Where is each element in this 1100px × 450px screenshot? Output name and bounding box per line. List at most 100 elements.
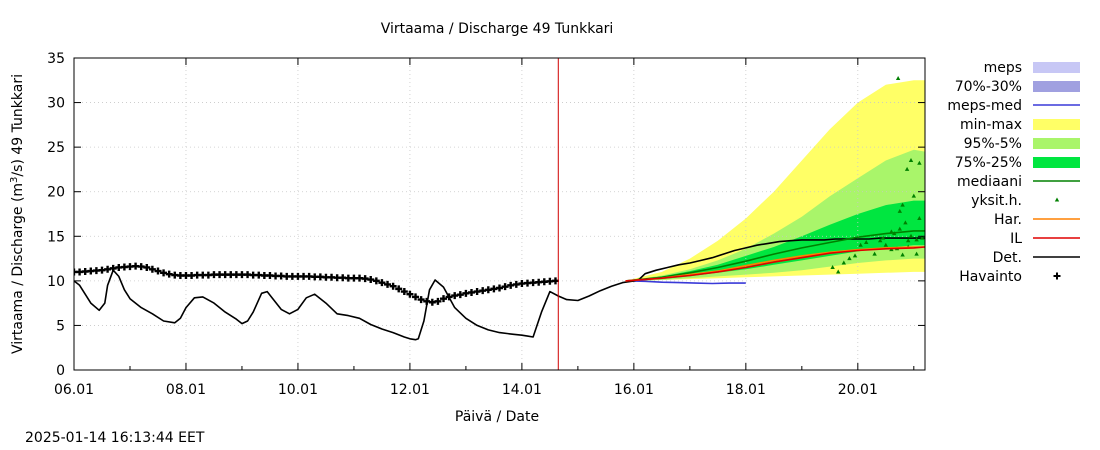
legend-label-meps-med: meps-med (947, 98, 1022, 114)
x-tick-label: 10.01 (278, 382, 318, 398)
series-il (625, 246, 925, 282)
plot-frame (73, 57, 926, 371)
ensemble-member-point (911, 193, 917, 198)
series-det (74, 237, 925, 341)
ensemble-member-point (878, 238, 883, 243)
ensemble-member-point (830, 264, 835, 269)
observation-point (372, 277, 380, 285)
x-tick-label: 08.01 (166, 382, 206, 398)
ensemble-member-point (883, 242, 889, 247)
ensemble-member-point (841, 260, 847, 265)
ensemble-member-point (908, 158, 914, 163)
x-tick-label: 12.01 (390, 382, 430, 398)
series-yksit-h (830, 76, 925, 274)
ensemble-member-point (904, 166, 910, 171)
legend-swatch-min-max (1033, 119, 1080, 130)
y-tick-label: 10 (47, 274, 65, 290)
observation-point (160, 269, 168, 277)
observation-point (406, 290, 414, 298)
observation-point (384, 280, 392, 288)
x-axis-label: Päivä / Date (455, 409, 539, 425)
ensemble-member-point (908, 233, 914, 238)
ensemble-member-point (895, 76, 901, 81)
timestamp: 2025-01-14 16:13:44 EET (25, 430, 205, 446)
legend-label-95-5: 95%-5% (964, 136, 1022, 152)
y-tick-label: 5 (56, 318, 65, 334)
legend-label-yksit-h: yksit.h. (971, 193, 1022, 209)
observation-point (417, 296, 425, 304)
observation-point (400, 288, 408, 296)
ensemble-member-point (872, 251, 877, 256)
x-tick-label: 18.01 (726, 382, 766, 398)
ensemble-member-point (858, 242, 863, 247)
legend-label-min-max: min-max (960, 117, 1022, 133)
legend-label-det: Det. (993, 250, 1022, 266)
ensemble-member-point (847, 256, 852, 261)
ensemble-member-point (917, 215, 922, 220)
y-tick-label: 25 (47, 140, 65, 156)
ensemble-member-point (889, 229, 894, 234)
observation-point (456, 291, 464, 299)
legend-swatch-95-5 (1033, 138, 1080, 149)
ensemble-member-point (852, 253, 858, 258)
observation-point (143, 263, 151, 271)
legend: meps 70%-30% meps-med min-max 95%-5% 75%-25% m… (947, 60, 1080, 285)
legend-swatch-70-30 (1033, 81, 1080, 92)
legend-label-meps: meps (984, 60, 1022, 76)
y-axis-label: Virtaama / Discharge (m3/s) 49 Tunkkari (9, 74, 26, 354)
legend-label-havainto: Havainto (959, 269, 1022, 285)
legend-swatch-75-25 (1033, 157, 1080, 168)
x-tick-label: 14.01 (502, 382, 542, 398)
chart-title: Virtaama / Discharge 49 Tunkkari (381, 21, 614, 37)
series-meps-med (625, 280, 746, 285)
observation-point (445, 293, 453, 301)
ensemble-member-point (900, 252, 905, 257)
observation-point (378, 279, 386, 287)
ensemble-member-point (897, 208, 903, 213)
observation-point (154, 267, 162, 275)
observation-point (412, 293, 420, 301)
legend-label-mediaani: mediaani (957, 174, 1022, 190)
observation-point (501, 283, 509, 291)
ensemble-member-point (836, 269, 841, 274)
x-tick-label: 20.01 (838, 382, 878, 398)
y-tick-label: 15 (47, 229, 65, 245)
ensemble-member-point (864, 240, 869, 245)
x-tick-label: 16.01 (614, 382, 654, 398)
ensemble-member-point (914, 251, 919, 256)
x-tick-label: 06.01 (54, 382, 94, 398)
observation-point (367, 276, 375, 284)
observation-point (148, 265, 156, 273)
band-75-25 (625, 200, 925, 281)
observation-point (440, 295, 448, 303)
observation-point (496, 284, 503, 292)
legend-label-il: IL (1010, 231, 1022, 247)
series-observations (74, 262, 559, 306)
legend-swatch-yksit-h (1054, 197, 1060, 202)
y-axis-label-part1: Virtaama / Discharge (m (10, 183, 26, 354)
legend-label-70-30: 70%-30% (955, 79, 1022, 95)
observation-point (395, 285, 403, 293)
legend-swatch-meps (1033, 62, 1080, 73)
ensemble-member-point (900, 202, 905, 207)
observation-point (389, 282, 397, 290)
legend-swatch-havainto (1053, 272, 1061, 280)
legend-label-har: Har. (994, 212, 1022, 228)
y-tick-label: 35 (47, 51, 65, 67)
ensemble-member-point (903, 220, 908, 225)
ensemble-member-point (892, 231, 897, 236)
y-axis-label-part2: /s) 49 Tunkkari (10, 74, 26, 177)
ensemble-member-point (917, 160, 922, 165)
observation-point (434, 297, 442, 305)
y-tick-label: 30 (47, 96, 65, 112)
y-tick-label: 20 (47, 185, 65, 201)
ensemble-member-point (897, 226, 903, 231)
legend-label-75-25: 75%-25% (955, 155, 1022, 171)
ensemble-member-point (906, 238, 911, 243)
y-tick-label: 0 (56, 363, 65, 379)
ensemble-member-point (880, 235, 886, 240)
y-axis-label-sup: 3 (9, 177, 20, 183)
ensemble-member-point (920, 235, 925, 240)
ensemble-member-point (914, 237, 919, 242)
